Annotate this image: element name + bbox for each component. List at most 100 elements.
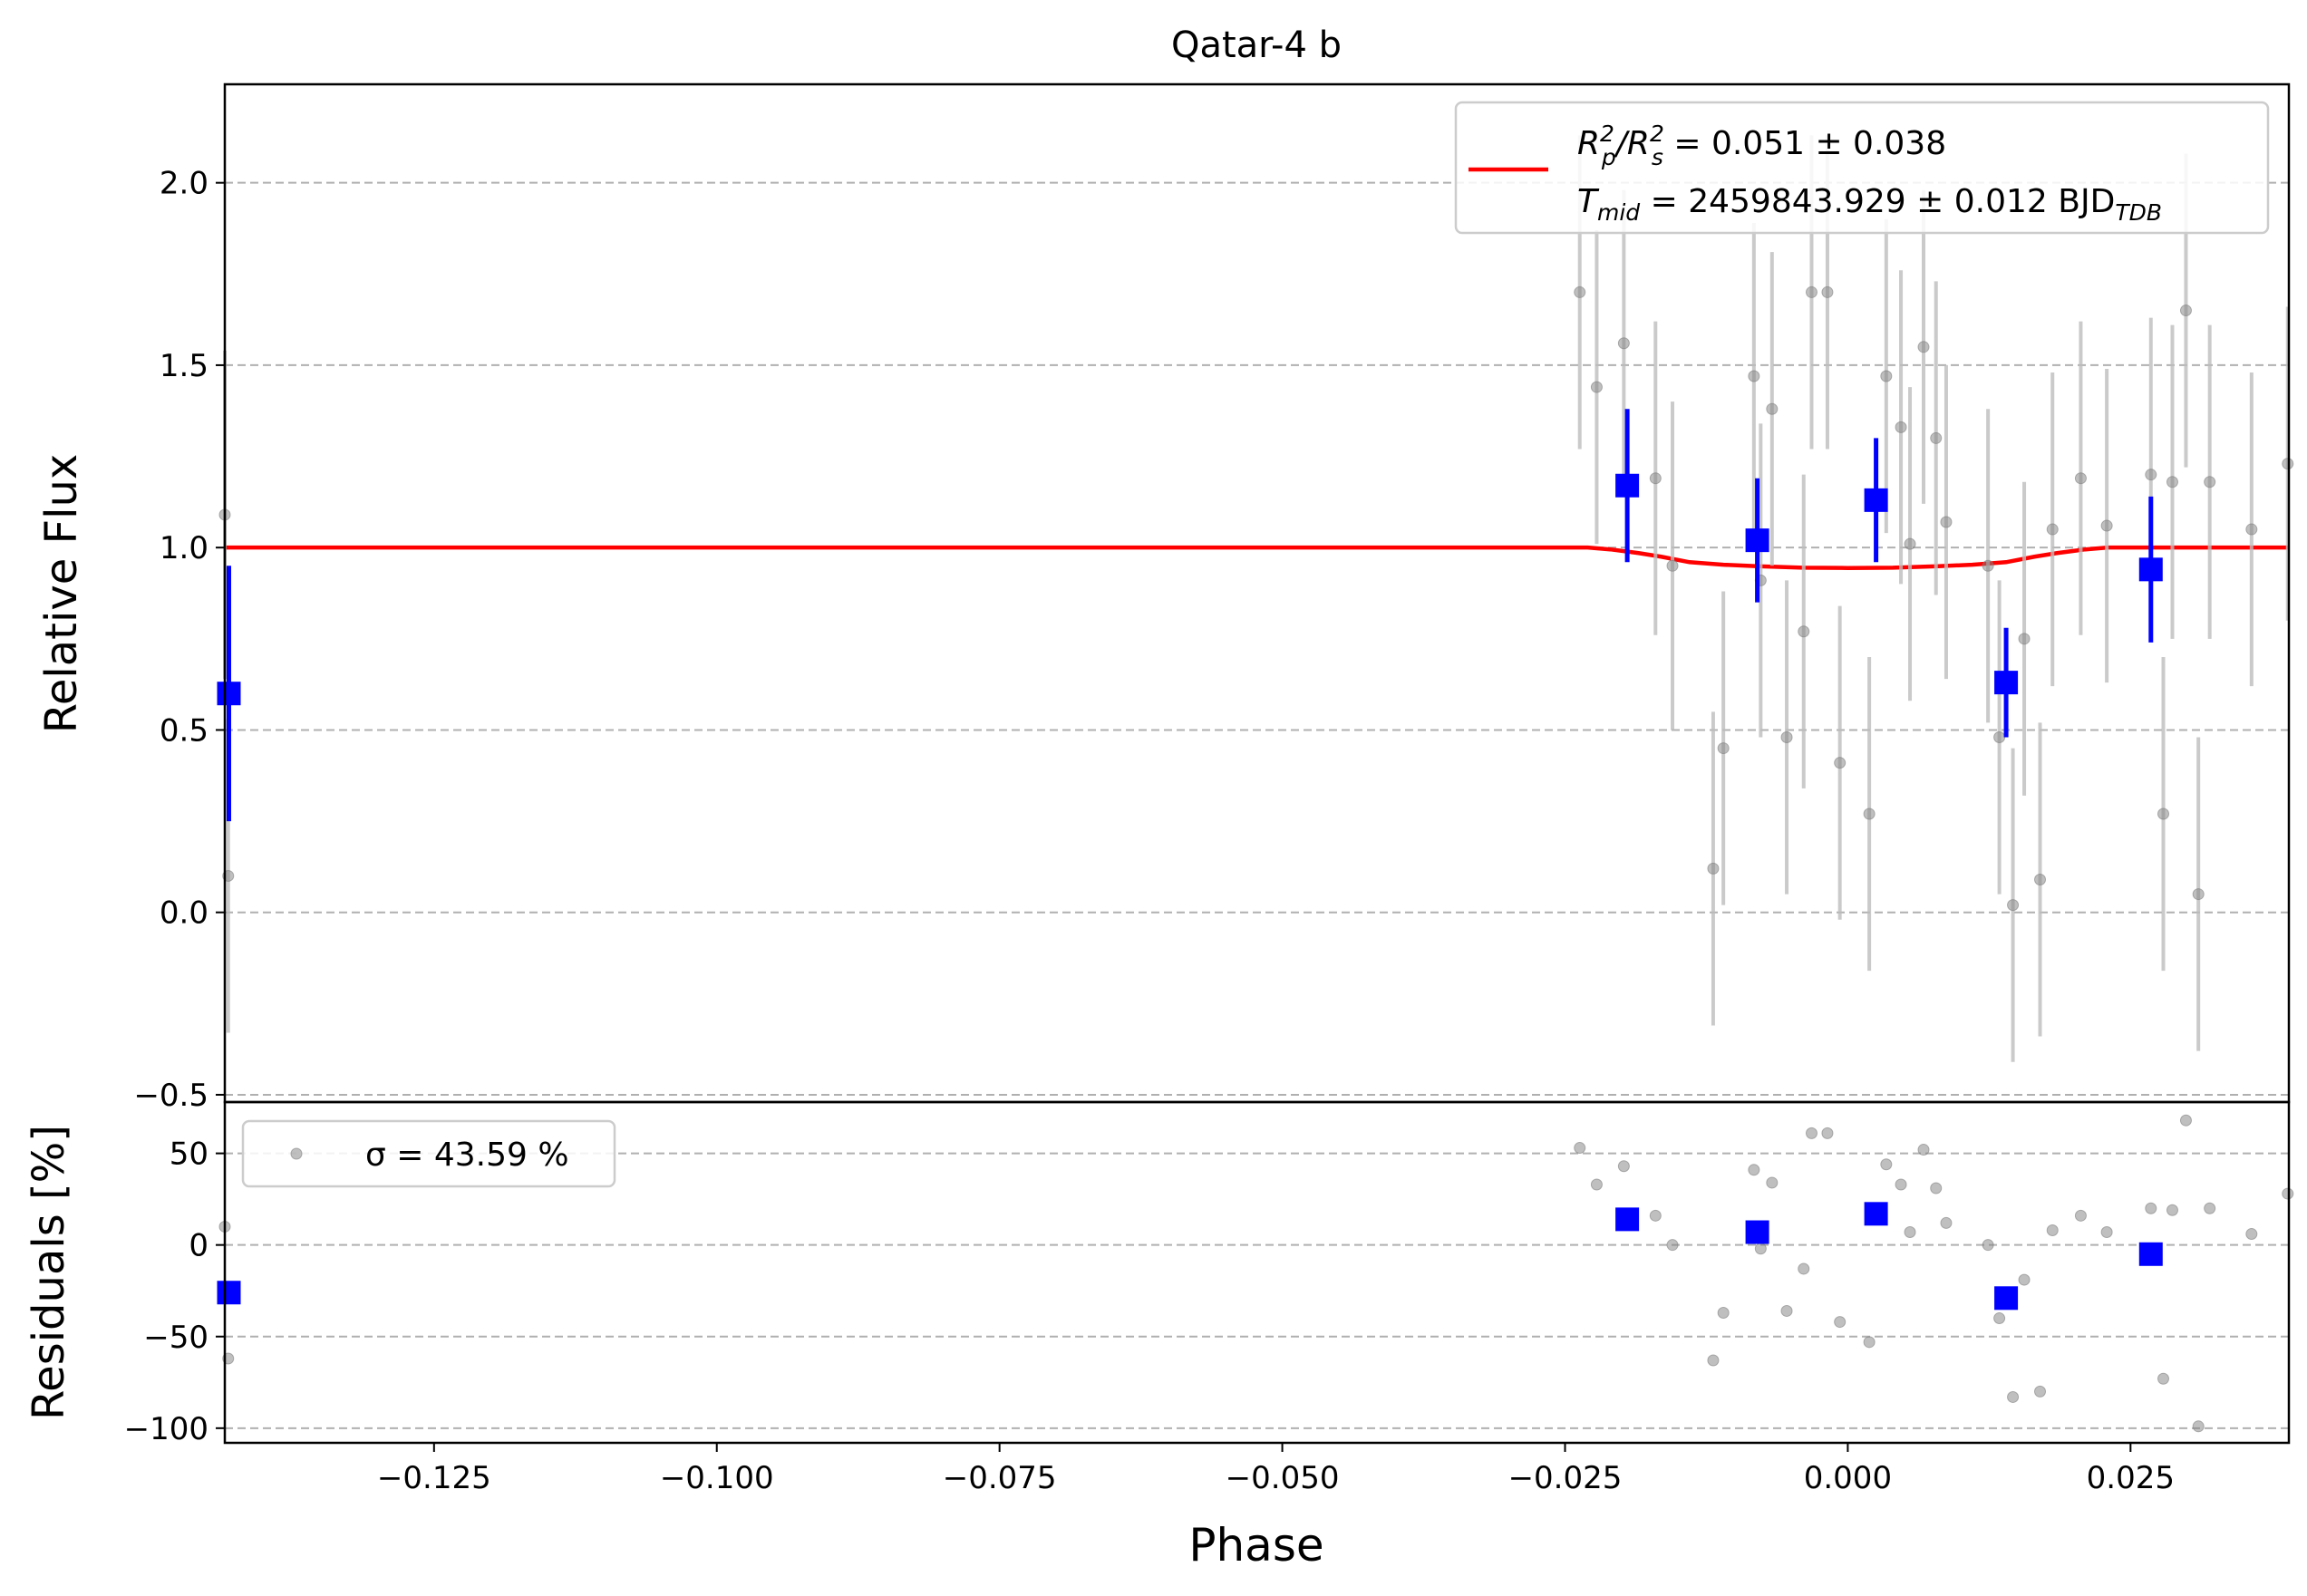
phase-x-tick-label: −0.050 xyxy=(1226,1460,1340,1496)
phase-x-tick-label: −0.075 xyxy=(943,1460,1057,1496)
legend-sigma-entry: σ = 43.59 % xyxy=(365,1137,569,1174)
flux-data-point xyxy=(2018,633,2031,645)
residual-point xyxy=(2245,1228,2258,1241)
legend-residual-marker xyxy=(290,1147,303,1160)
flux-data-point xyxy=(2192,888,2205,901)
flux-data-point xyxy=(1766,402,1779,415)
flux-data-point xyxy=(1993,730,2006,743)
residual-point xyxy=(1590,1178,1603,1191)
flux-y-tick-label: 1.5 xyxy=(160,348,208,384)
phase-x-tick-label: −0.125 xyxy=(377,1460,491,1496)
residuals-y-tick-label: −50 xyxy=(143,1320,208,1356)
flux-data-point xyxy=(2157,808,2170,820)
residual-point xyxy=(1754,1243,1767,1255)
phase-x-tick-label: −0.025 xyxy=(1508,1460,1623,1496)
residual-point xyxy=(2046,1224,2059,1237)
residuals-y-axis-label: Residuals [%] xyxy=(24,1125,74,1420)
binned-residual-point xyxy=(1745,1220,1769,1244)
residuals-legend: σ = 43.59 % xyxy=(241,1119,616,1188)
residual-point xyxy=(1880,1158,1893,1171)
flux-data-point xyxy=(1805,285,1817,298)
flux-data-point xyxy=(1707,862,1720,875)
residual-point xyxy=(2166,1204,2178,1216)
transit-model-curve xyxy=(225,545,2289,570)
residual-point xyxy=(1895,1178,1907,1191)
residuals-y-tick-label: 50 xyxy=(170,1137,208,1173)
binned-points-layer xyxy=(217,409,2163,822)
residual-point xyxy=(1748,1164,1760,1176)
phase-x-ticks: −0.125 −0.100 −0.075 −0.050 −0.025 0.000 0.025 xyxy=(377,1443,2175,1496)
flux-data-point xyxy=(1748,370,1760,382)
flux-data-point xyxy=(2204,476,2216,488)
flux-data-point xyxy=(2145,469,2157,481)
flux-data-point xyxy=(1982,559,1994,572)
residuals-panel-frame xyxy=(223,1100,2291,1445)
flux-data-point xyxy=(2179,305,2192,317)
chart-title: Qatar-4 b xyxy=(1171,24,1342,66)
residual-point xyxy=(2034,1385,2047,1398)
transit-model-layer xyxy=(225,545,2289,570)
flux-legend: R2 p/R2 s = 0.051 ± 0.038 Tmid = 2459843.9… xyxy=(1454,101,2270,235)
flux-data-point xyxy=(1940,516,1953,528)
binned-residual-point xyxy=(1994,1286,2019,1311)
flux-data-point xyxy=(1930,431,1943,444)
flux-y-tick-label: 2.0 xyxy=(160,166,208,202)
phase-x-tick-label: 0.000 xyxy=(1804,1460,1892,1496)
residual-point xyxy=(2179,1114,2192,1127)
flux-legend-box xyxy=(1454,101,2270,235)
flux-data-point xyxy=(1863,808,1876,820)
residual-point xyxy=(1821,1127,1834,1139)
residuals-panel: −100 −50 0 50 −0.125 −0.100 −0.075 −0.050 −0.02… xyxy=(24,1100,2294,1572)
binned-flux-point xyxy=(217,682,241,706)
flux-data-point xyxy=(1649,472,1662,485)
phase-x-tick-label: −0.100 xyxy=(660,1460,774,1496)
binned-flux-point xyxy=(2138,557,2163,582)
residuals-y-tick-label: −100 xyxy=(124,1411,208,1447)
flux-data-point xyxy=(1666,559,1679,572)
residual-point xyxy=(2145,1202,2157,1214)
binned-residual-point xyxy=(1864,1202,1888,1226)
residual-point xyxy=(2074,1209,2087,1222)
binned-residual-point xyxy=(1615,1207,1640,1232)
binned-flux-point xyxy=(1615,473,1640,498)
flux-data-point xyxy=(2034,873,2047,885)
binned-flux-point xyxy=(1994,671,2019,695)
residual-point xyxy=(1805,1127,1817,1139)
residual-point xyxy=(1940,1216,1953,1229)
flux-data-point xyxy=(1917,341,1930,353)
flux-y-tick-label: 1.0 xyxy=(160,530,208,566)
flux-y-tick-label: −0.5 xyxy=(133,1078,208,1114)
flux-y-axis-label: Relative Flux xyxy=(36,454,87,734)
residual-point xyxy=(1666,1239,1679,1252)
flux-data-point xyxy=(2074,472,2087,485)
residual-point xyxy=(2007,1390,2020,1403)
legend-tmid-entry: Tmid = 2459843.929 ± 0.012 BJDTDB xyxy=(1577,183,2162,226)
residual-point xyxy=(2100,1226,2113,1239)
residuals-y-tick-label: 0 xyxy=(189,1228,208,1264)
binned-flux-point xyxy=(1864,488,1888,512)
flux-data-point xyxy=(1880,370,1893,382)
residual-point xyxy=(2192,1420,2205,1433)
residual-point xyxy=(1766,1176,1779,1189)
flux-data-point xyxy=(1574,285,1586,298)
phase-x-tick-label: 0.025 xyxy=(2087,1460,2175,1496)
flux-y-ticks: −0.5 0.0 0.5 1.0 1.5 2.0 xyxy=(133,166,225,1114)
residual-point xyxy=(1834,1316,1847,1329)
flux-y-tick-label: 0.5 xyxy=(160,712,208,749)
residual-point xyxy=(1707,1354,1720,1367)
binned-residual-point xyxy=(2138,1242,2163,1266)
residual-point xyxy=(1904,1226,1916,1239)
flux-data-point xyxy=(2100,519,2113,532)
residual-point xyxy=(1574,1142,1586,1155)
phase-x-axis-label: Phase xyxy=(1188,1519,1323,1572)
residual-point xyxy=(1863,1336,1876,1349)
residual-point xyxy=(1930,1182,1943,1195)
legend-rp-rs-entry: R2 p/R2 s = 0.051 ± 0.038 xyxy=(1577,121,1946,170)
residual-point xyxy=(1649,1209,1662,1222)
residual-point xyxy=(2157,1372,2170,1385)
residuals-y-ticks: −100 −50 0 50 xyxy=(124,1137,225,1447)
residual-point xyxy=(2018,1273,2031,1286)
flux-data-point xyxy=(2166,476,2178,488)
flux-data-point xyxy=(1834,757,1847,769)
